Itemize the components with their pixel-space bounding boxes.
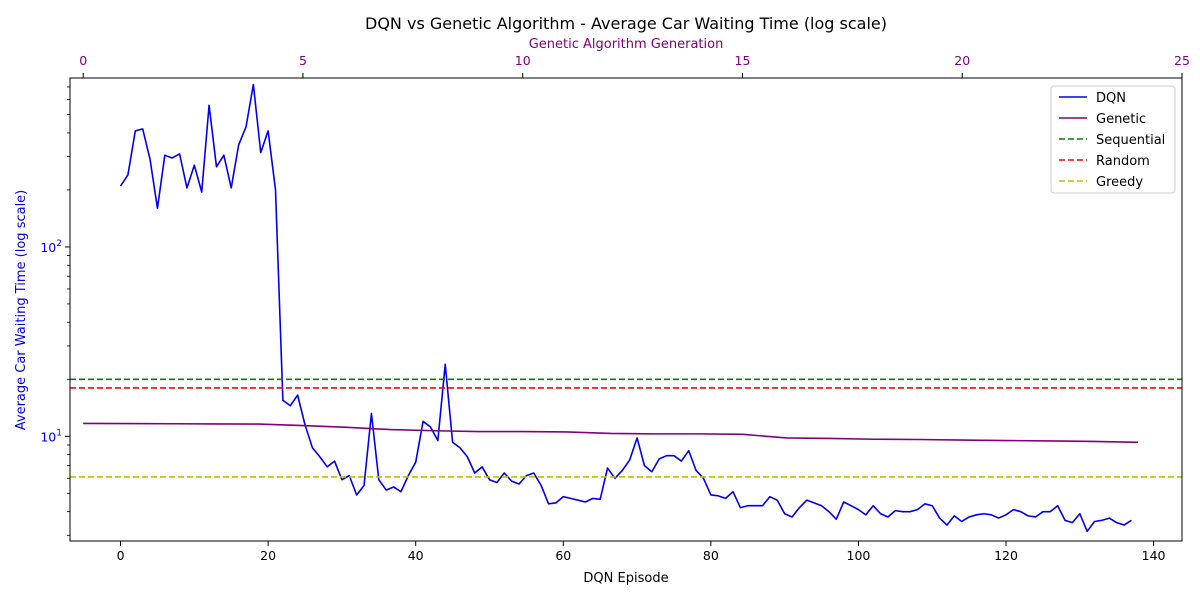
x-tick-label: 120 [994, 548, 1018, 563]
legend-box [1050, 85, 1176, 194]
x-tick-label: 40 [408, 548, 424, 563]
plot-area [70, 83, 1182, 533]
legend-label-random: Random [1096, 154, 1150, 169]
chart-title: DQN vs Genetic Algorithm - Average Car W… [365, 14, 887, 33]
x-tick-label: 60 [555, 548, 571, 563]
legend-label-sequential: Sequential [1096, 133, 1165, 148]
legend-label-genetic: Genetic [1096, 112, 1146, 127]
x2-tick-label: 5 [299, 53, 307, 68]
x-tick-label: 20 [260, 548, 276, 563]
y-tick-label: 101 [40, 428, 62, 444]
x-tick-label: 80 [703, 548, 719, 563]
legend-label-dqn: DQN [1096, 91, 1126, 106]
legend-label-greedy: Greedy [1096, 175, 1143, 190]
x2-tick-label: 10 [515, 53, 531, 68]
x-tick-label: 0 [117, 548, 125, 563]
dqn-series-line [119, 83, 1132, 533]
x2-tick-label: 0 [79, 53, 87, 68]
x-axis-title: DQN Episode [583, 571, 668, 586]
x2-tick-label: 15 [735, 53, 751, 68]
axes: 0 20 40 60 80 100 120 140 0 5 10 15 20 25 101 102 [40, 53, 1190, 563]
plot-frame [69, 77, 1183, 542]
y-tick-label: 102 [40, 239, 62, 255]
x2-tick-label: 25 [1174, 53, 1190, 68]
legend: DQN Genetic Sequential Random Greedy [1050, 85, 1176, 194]
y-axis-title: Average Car Waiting Time (log scale) [14, 190, 29, 431]
x2-axis-title: Genetic Algorithm Generation [529, 37, 724, 52]
x-tick-label: 100 [847, 548, 871, 563]
genetic-series-line [83, 422, 1139, 444]
x2-tick-label: 20 [954, 53, 970, 68]
x-tick-label: 140 [1142, 548, 1166, 563]
